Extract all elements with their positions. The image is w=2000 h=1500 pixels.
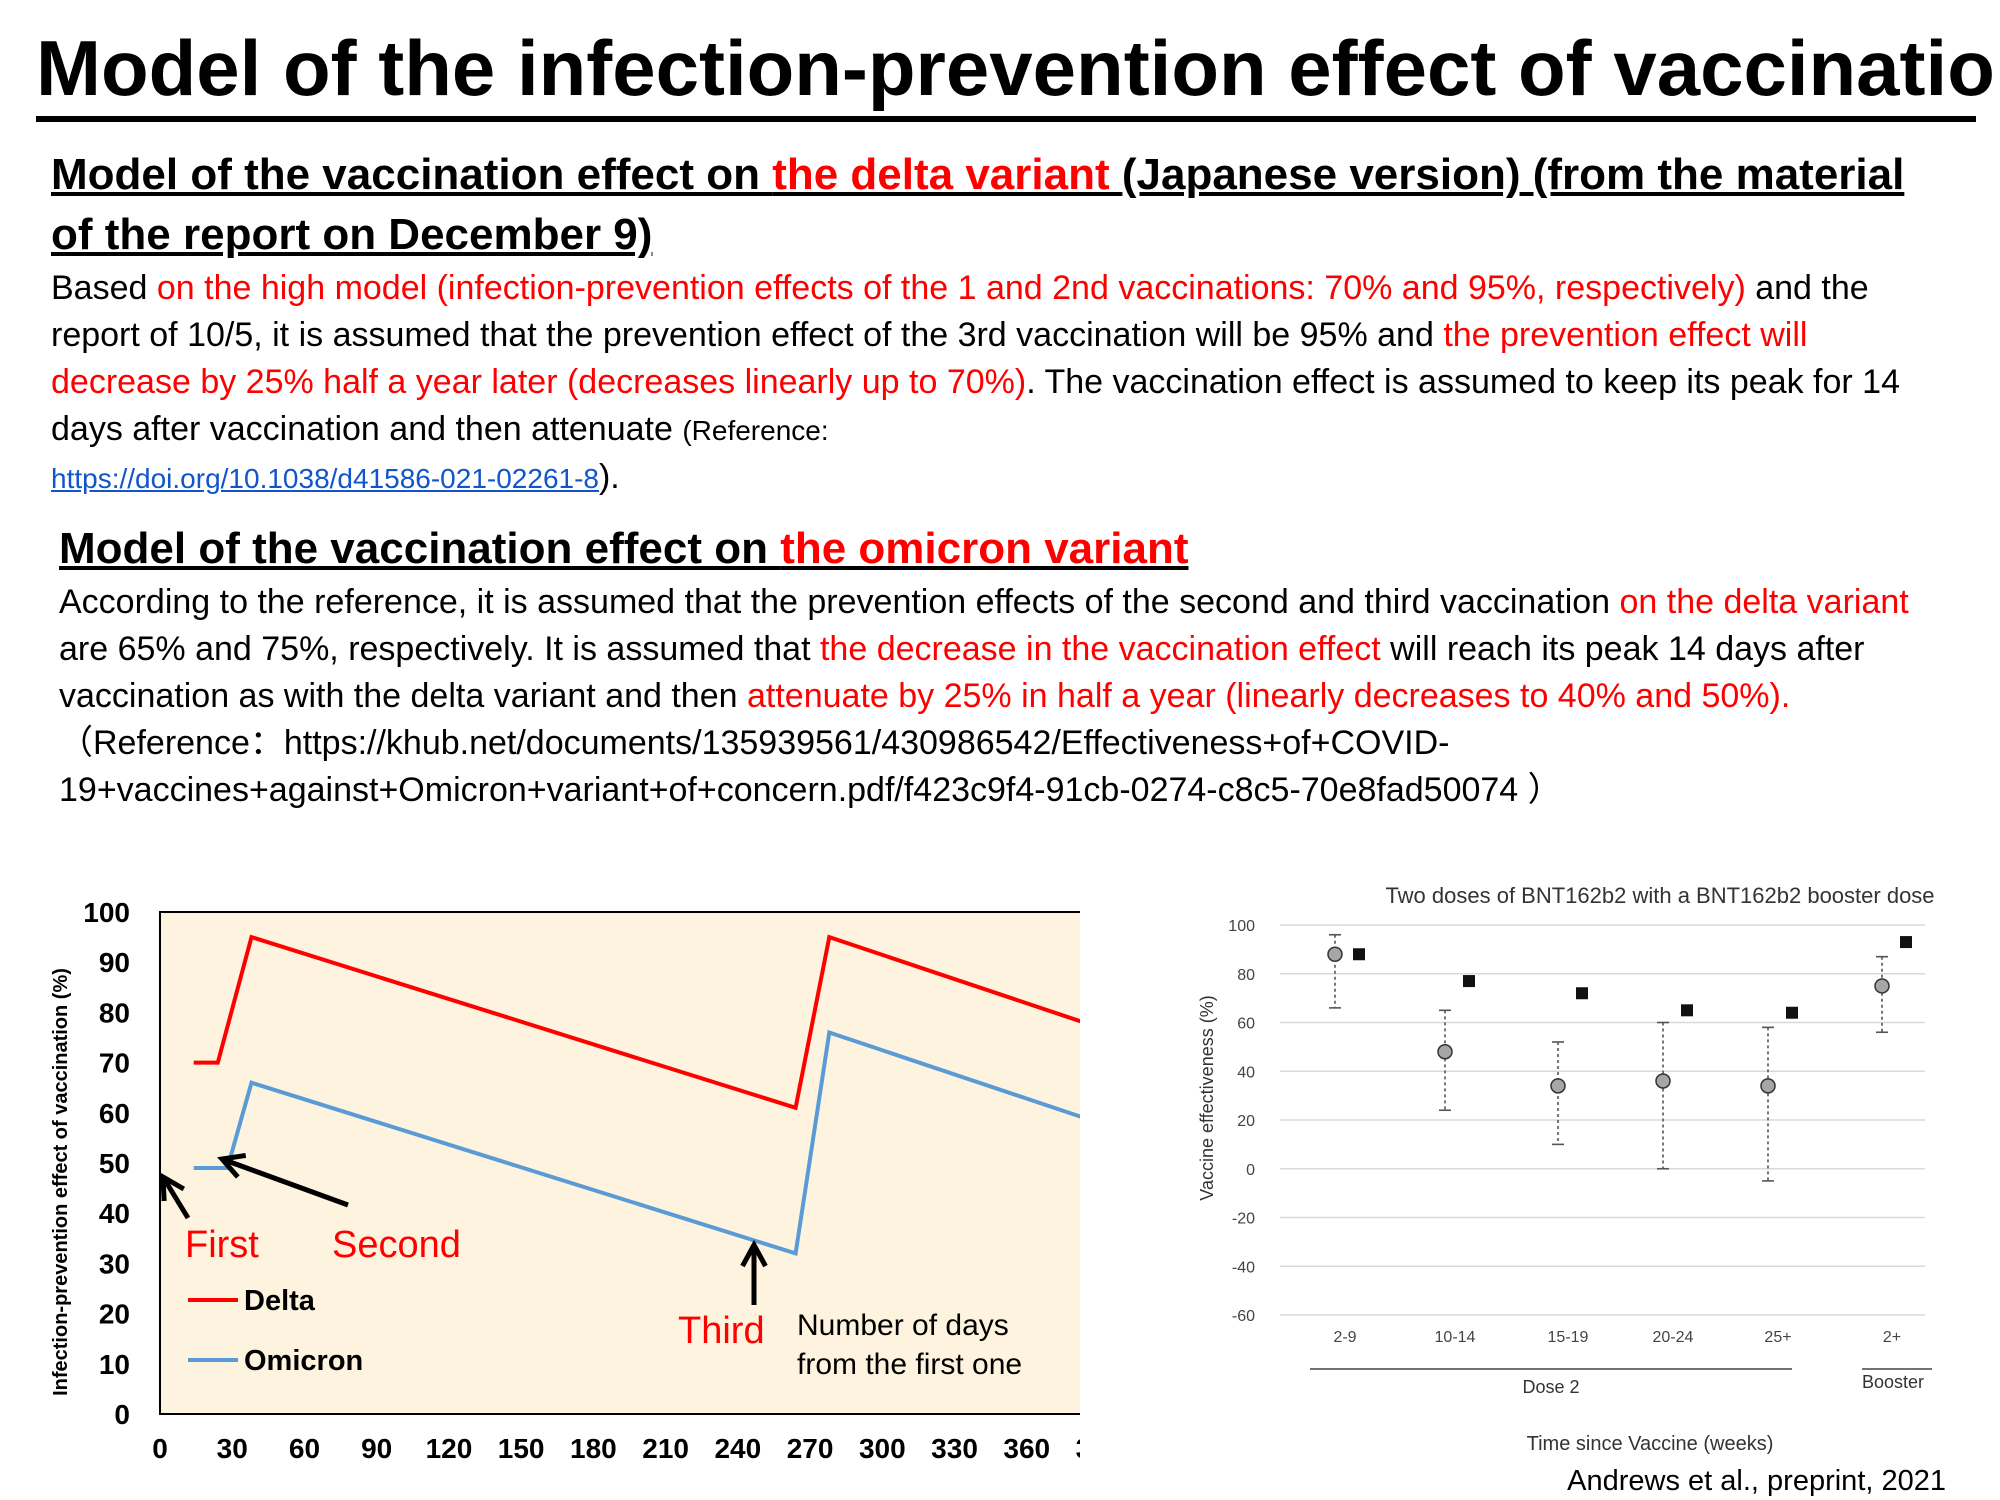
y-tick-label: 20 [1237, 1113, 1255, 1130]
y-tick-label: 80 [99, 997, 130, 1028]
annotation-second: Second [332, 1224, 461, 1266]
y-tick-label: 30 [99, 1248, 130, 1279]
x-tick-label: 210 [642, 1433, 689, 1464]
delta-section: Model of the vaccination effect on the d… [51, 145, 1941, 502]
data-point-square [1353, 948, 1365, 961]
y-tick-label: 0 [1246, 1162, 1255, 1179]
data-point-circle [1655, 1073, 1671, 1089]
data-point-square [1786, 1006, 1798, 1019]
x-tick-label: 360 [1003, 1433, 1050, 1464]
annotation-third: Third [678, 1310, 765, 1352]
chart2-y-axis-label: Vaccine effectiveness (%) [1197, 995, 1217, 1200]
vaccination-effect-line-chart: 0 10 20 30 40 50 60 70 80 90 100 0 30 60 90 120 150 180 2… [50, 897, 1080, 1464]
arrow-first-head [160, 1172, 186, 1202]
reference-link[interactable]: https://doi.org/10.1038/d41586-021-02261… [51, 463, 599, 494]
data-point-circle [1760, 1078, 1776, 1094]
x-axis-label-line2: from the first one [797, 1348, 1022, 1381]
y-tick-label: 60 [99, 1098, 130, 1129]
x-tick-label: 90 [361, 1433, 392, 1464]
data-point-square [1463, 975, 1475, 988]
data-point-circle [1550, 1078, 1566, 1094]
delta-heading: Model of the vaccination effect on the d… [51, 150, 1905, 259]
x-tick-label: 270 [787, 1433, 834, 1464]
arrow-third-head [740, 1239, 768, 1268]
arrow-first-shaft [160, 1175, 191, 1220]
group-label-dose2: Dose 2 [1522, 1377, 1579, 1397]
source-citation: Andrews et al., preprint, 2021 [1567, 1465, 1946, 1497]
y-axis-label: Infection-prevention effect of vaccinati… [50, 968, 72, 1396]
x-tick-label: 60 [289, 1433, 320, 1464]
plot-area [159, 911, 1080, 1415]
x-tick-label: 150 [498, 1433, 545, 1464]
data-point-square [1900, 936, 1912, 949]
x-tick-label: 390 [1076, 1433, 1080, 1464]
series-line-delta [193, 934, 1080, 1111]
delta-description: Based on the high model (infection-preve… [51, 269, 1900, 496]
chart2-title: Two doses of BNT162b2 with a BNT162b2 bo… [1385, 883, 1934, 908]
y-tick-label: 50 [99, 1148, 130, 1179]
y-tick-label: 70 [99, 1048, 130, 1079]
x-axis-label-line1: Number of days [797, 1309, 1009, 1342]
x-tick-label: 300 [859, 1433, 906, 1464]
y-tick-label: -40 [1232, 1259, 1255, 1276]
x-tick-label: 180 [570, 1433, 617, 1464]
y-tick-label: -20 [1232, 1211, 1255, 1228]
y-tick-label: 40 [1237, 1064, 1255, 1081]
legend-label-delta: Delta [244, 1285, 316, 1317]
vaccine-effectiveness-chart: Two doses of BNT162b2 with a BNT162b2 bo… [1197, 883, 1935, 1455]
legend-label-omicron: Omicron [244, 1345, 363, 1377]
data-point-square [1576, 987, 1588, 1000]
chart2-x-axis-label: Time since Vaccine (weeks) [1527, 1433, 1774, 1455]
y-tick-label: 40 [99, 1198, 130, 1229]
data-point-circle [1874, 978, 1890, 994]
series-line-omicron [193, 1029, 1080, 1257]
y-tick-label: 20 [99, 1299, 130, 1330]
x-category-label: 15-19 [1548, 1329, 1589, 1346]
x-category-label: 20-24 [1653, 1329, 1694, 1346]
x-category-label: 2-9 [1333, 1329, 1356, 1346]
x-tick-label: 240 [714, 1433, 761, 1464]
x-tick-label: 30 [217, 1433, 248, 1464]
data-point-square [1681, 1004, 1693, 1017]
y-tick-label: 60 [1237, 1016, 1255, 1033]
group-label-booster: Booster [1862, 1372, 1924, 1392]
y-tick-label: 0 [114, 1399, 130, 1430]
arrow-second-shaft [221, 1156, 349, 1208]
x-category-label: 10-14 [1435, 1329, 1476, 1346]
y-tick-label: 100 [1228, 918, 1255, 935]
data-point-circle [1327, 946, 1343, 962]
y-tick-label: 80 [1237, 967, 1255, 984]
annotation-first: First [185, 1224, 259, 1266]
omicron-description: According to the reference, it is assume… [59, 583, 1909, 715]
x-tick-label: 0 [152, 1433, 168, 1464]
x-category-label: 25+ [1764, 1329, 1791, 1346]
y-tick-label: 100 [83, 897, 130, 928]
x-category-label: 2+ [1883, 1329, 1901, 1346]
page-title: Model of the infection-prevention effect… [36, 20, 2000, 122]
y-tick-label: 90 [99, 947, 130, 978]
omicron-reference: （Reference：https://khub.net/documents/13… [59, 724, 1562, 809]
y-tick-label: -60 [1232, 1308, 1255, 1325]
x-tick-label: 330 [931, 1433, 978, 1464]
arrow-second-head [217, 1152, 247, 1179]
omicron-heading: Model of the vaccination effect on the o… [59, 524, 1189, 573]
omicron-section: Model of the vaccination effect on the o… [59, 519, 1949, 814]
y-tick-label: 10 [99, 1349, 130, 1380]
x-tick-label: 120 [426, 1433, 473, 1464]
data-point-circle [1437, 1044, 1453, 1060]
